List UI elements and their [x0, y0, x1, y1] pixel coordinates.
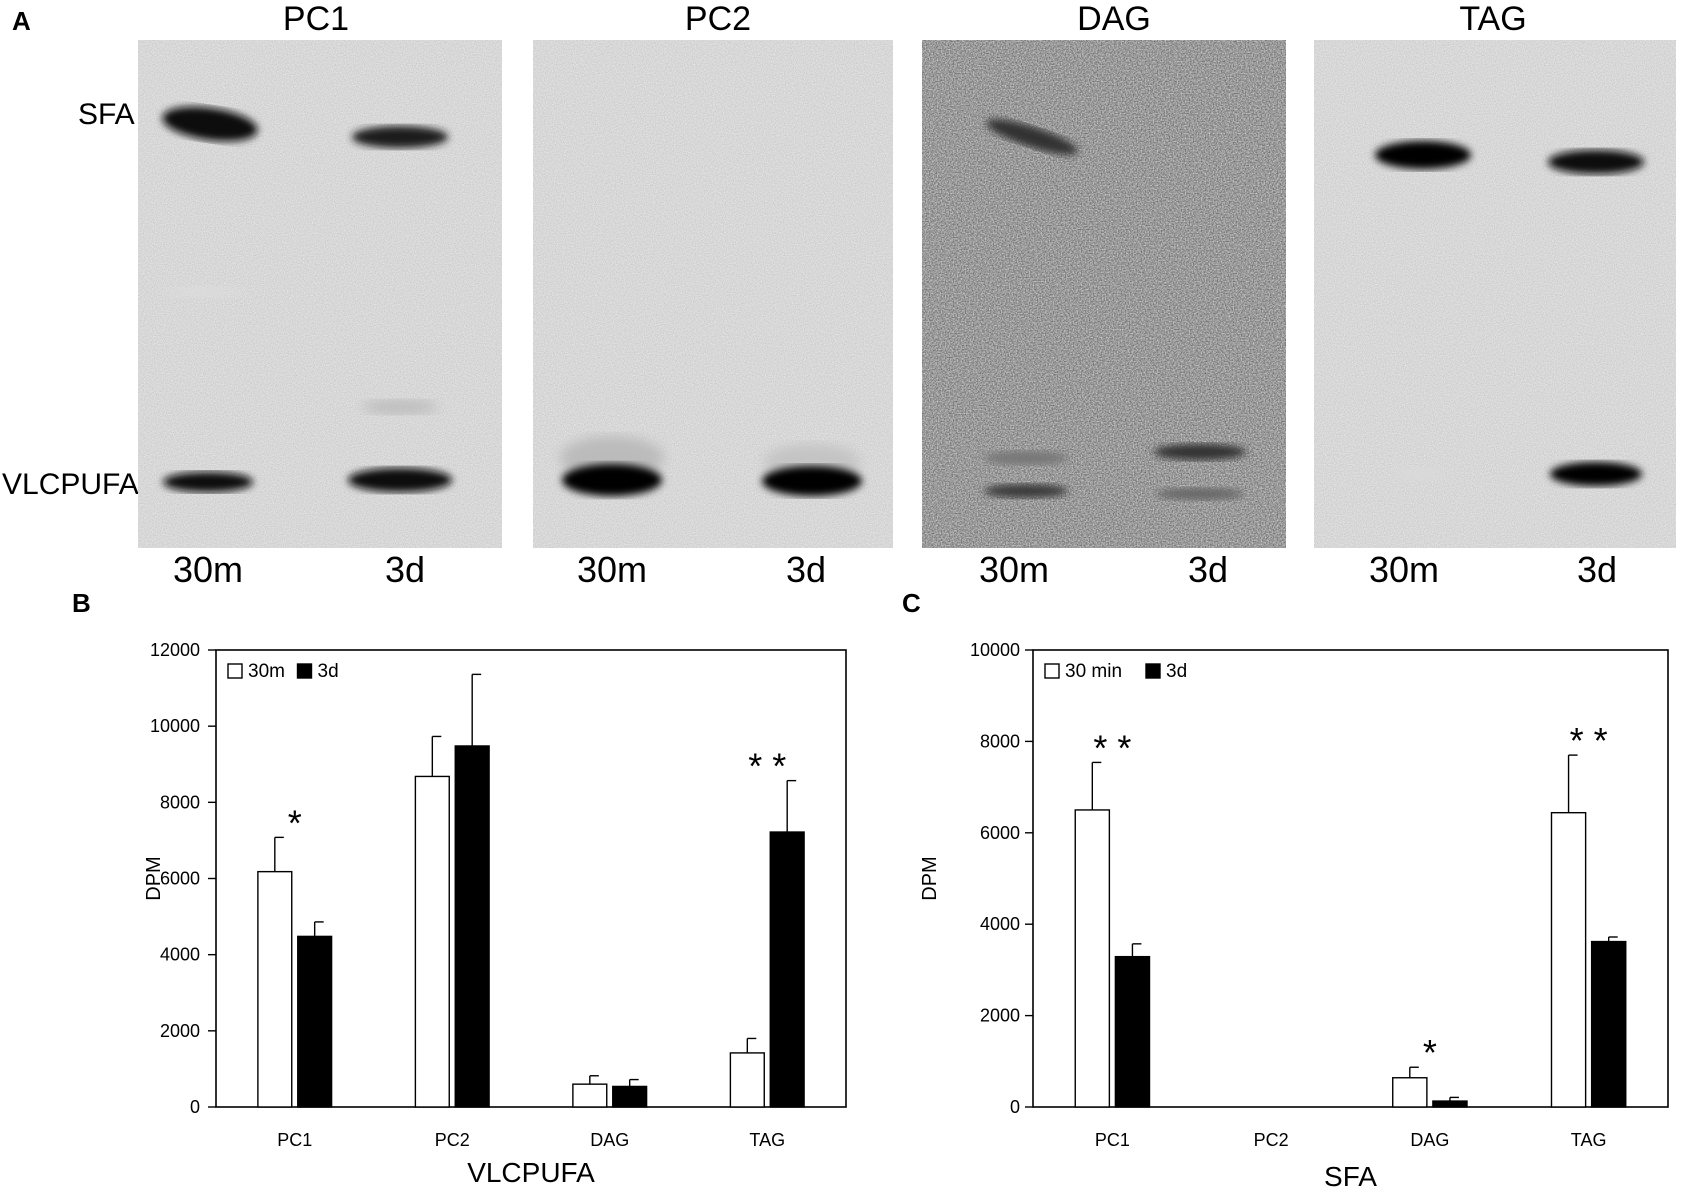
band — [984, 451, 1068, 465]
bar — [1432, 1100, 1468, 1108]
lane-label: 3d — [1577, 549, 1617, 590]
legend-swatch — [296, 663, 313, 679]
band — [1156, 488, 1244, 500]
band — [362, 400, 438, 414]
gel-noise — [922, 40, 1286, 548]
lane-label: 3d — [385, 549, 425, 590]
lane-label: 3d — [1188, 549, 1228, 590]
y-tick-label: 8000 — [980, 731, 1020, 751]
band — [348, 468, 452, 492]
band — [1550, 462, 1642, 486]
legend-label: 3d — [318, 661, 339, 682]
y-tick-label: 0 — [190, 1097, 200, 1117]
category-label: DAG — [1410, 1130, 1449, 1150]
y-tick-label: 0 — [1010, 1097, 1020, 1117]
lane-label: 3d — [786, 549, 826, 590]
x-axis-label: SFA — [1324, 1161, 1377, 1191]
lane-label: 30m — [173, 549, 243, 590]
y-tick-label: 8000 — [160, 792, 200, 812]
bar — [454, 745, 490, 1108]
category-label: PC1 — [1095, 1130, 1130, 1150]
row-label-vlcpufa: VLCPUFA — [2, 468, 139, 501]
chart-vlcpufa: 0 2000 4000 6000 8000 10000 12000 DPM VLCPUFA PC1… — [143, 640, 847, 1188]
y-tick-label: 2000 — [980, 1006, 1020, 1026]
band — [1548, 150, 1644, 174]
gel-tag: TAG 30m 3d — [1314, 0, 1676, 590]
category-label: PC2 — [435, 1130, 470, 1150]
category-label: TAG — [749, 1130, 785, 1150]
y-tick-label: 12000 — [150, 640, 200, 660]
y-tick-label: 6000 — [980, 823, 1020, 843]
y-axis-label: DPM — [143, 856, 165, 900]
category-label: PC2 — [1254, 1130, 1289, 1150]
bar — [769, 831, 805, 1108]
significance-mark: * * — [1570, 720, 1608, 761]
lane-label: 30m — [979, 549, 1049, 590]
bar — [1590, 940, 1627, 1108]
y-tick-label: 10000 — [970, 640, 1020, 660]
band — [762, 466, 862, 496]
bar — [572, 1083, 608, 1108]
gel-title: PC1 — [283, 0, 349, 38]
y-axis-label: DPM — [919, 856, 941, 900]
significance-mark: * — [1423, 1032, 1437, 1073]
bar — [1392, 1077, 1428, 1108]
gel-title: PC2 — [685, 0, 751, 38]
panel-c-letter: C — [902, 588, 921, 618]
significance-mark: * * — [1093, 727, 1131, 768]
significance-mark: * — [288, 802, 302, 843]
legend-label: 3d — [1166, 661, 1187, 682]
bar — [257, 870, 293, 1108]
category-label: TAG — [1571, 1130, 1607, 1150]
panel-a-letter: A — [12, 6, 31, 36]
gel-pc2: PC2 30m 3d — [533, 0, 893, 590]
chart-sfa: 0 2000 4000 6000 8000 10000 DPM SFA PC1 * * PC2 DAG… — [919, 640, 1669, 1191]
y-tick-label: 10000 — [150, 716, 200, 736]
y-tick-label: 2000 — [160, 1021, 200, 1041]
bar — [1074, 809, 1111, 1108]
legend-swatch — [227, 663, 243, 679]
band — [562, 464, 662, 496]
category-label: PC1 — [277, 1130, 312, 1150]
category-label: DAG — [590, 1130, 629, 1150]
band — [1375, 141, 1471, 169]
bar — [612, 1085, 648, 1108]
y-tick-label: 6000 — [160, 869, 200, 889]
bar — [1550, 811, 1587, 1108]
band — [352, 126, 448, 148]
row-label-sfa: SFA — [78, 98, 135, 131]
bar — [297, 935, 333, 1108]
significance-mark: * * — [748, 746, 786, 787]
band — [163, 472, 253, 492]
x-axis-label: VLCPUFA — [467, 1157, 595, 1188]
y-tick-label: 4000 — [980, 914, 1020, 934]
legend-swatch — [1044, 663, 1060, 679]
gel-dag: DAG 30m 3d — [922, 0, 1286, 590]
legend-label: 30m — [248, 661, 285, 682]
band — [1154, 444, 1246, 460]
legend-swatch — [1145, 663, 1161, 679]
bar — [729, 1052, 765, 1108]
panel-b-letter: B — [72, 588, 91, 618]
band — [984, 484, 1068, 498]
legend-label: 30 min — [1065, 661, 1122, 682]
gel-pc1: PC1 30m 3d — [138, 0, 502, 590]
band — [1394, 468, 1446, 480]
lane-label: 30m — [1369, 549, 1439, 590]
gel-title: DAG — [1077, 0, 1151, 38]
bar — [414, 775, 450, 1108]
band — [165, 287, 245, 297]
band — [986, 119, 1078, 155]
band — [162, 106, 258, 142]
lane-label: 30m — [577, 549, 647, 590]
y-tick-label: 4000 — [160, 945, 200, 965]
bar — [1114, 955, 1151, 1108]
plot-area-frame — [1032, 649, 1669, 1108]
gel-title: TAG — [1459, 0, 1526, 38]
